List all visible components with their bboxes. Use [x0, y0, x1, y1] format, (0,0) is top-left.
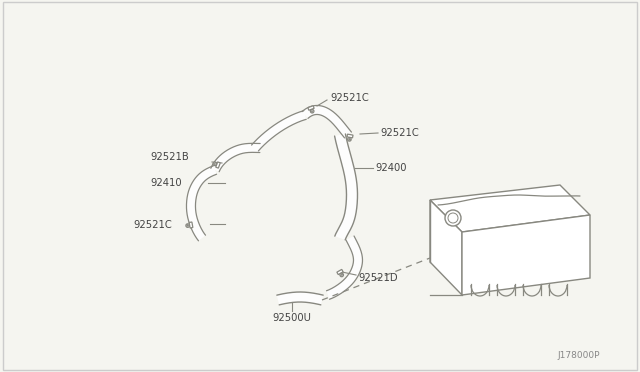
Text: 92400: 92400 — [375, 163, 406, 173]
Text: 92500U: 92500U — [273, 313, 312, 323]
Polygon shape — [430, 185, 590, 232]
Text: 92521C: 92521C — [380, 128, 419, 138]
Polygon shape — [337, 269, 343, 275]
Polygon shape — [216, 162, 220, 168]
Polygon shape — [302, 106, 351, 138]
Polygon shape — [252, 110, 306, 151]
Polygon shape — [189, 222, 193, 228]
Polygon shape — [211, 143, 260, 172]
Circle shape — [348, 138, 351, 141]
Text: 92410: 92410 — [150, 178, 182, 188]
Circle shape — [445, 210, 461, 226]
Polygon shape — [462, 215, 590, 295]
Polygon shape — [308, 106, 314, 110]
Text: 92521C: 92521C — [330, 93, 369, 103]
Circle shape — [213, 162, 216, 166]
Circle shape — [186, 224, 189, 227]
Circle shape — [310, 109, 314, 113]
Circle shape — [340, 273, 344, 277]
Polygon shape — [277, 292, 323, 305]
Polygon shape — [186, 166, 216, 241]
Text: 92521D: 92521D — [358, 273, 397, 283]
Polygon shape — [335, 134, 358, 240]
Text: 92521C: 92521C — [133, 220, 172, 230]
Polygon shape — [430, 200, 462, 295]
Text: 92521B: 92521B — [150, 152, 189, 162]
Polygon shape — [326, 236, 362, 299]
Polygon shape — [347, 134, 353, 138]
Text: J178000P: J178000P — [557, 351, 600, 360]
